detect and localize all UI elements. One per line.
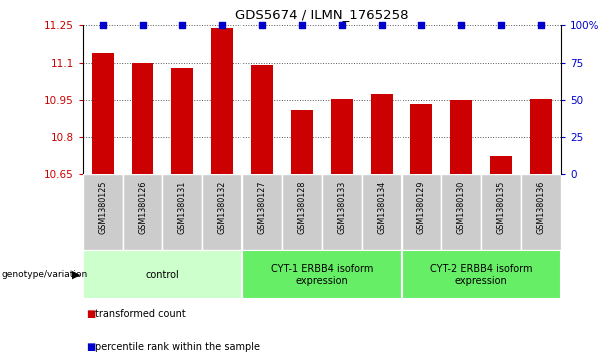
Text: GSM1380129: GSM1380129 — [417, 180, 426, 234]
Bar — [402, 250, 561, 299]
Bar — [172, 68, 193, 174]
Bar — [291, 110, 313, 174]
Bar — [521, 174, 561, 250]
Bar — [331, 99, 352, 174]
Bar — [530, 99, 552, 174]
Text: ▶: ▶ — [72, 270, 81, 280]
Point — [98, 23, 108, 28]
Point — [257, 23, 267, 28]
Text: GSM1380126: GSM1380126 — [138, 180, 147, 234]
Point — [297, 23, 307, 28]
Text: GSM1380127: GSM1380127 — [257, 180, 267, 234]
Text: ■: ■ — [86, 309, 95, 319]
Bar — [162, 174, 202, 250]
Text: GSM1380130: GSM1380130 — [457, 180, 466, 233]
Text: GSM1380132: GSM1380132 — [218, 180, 227, 234]
Text: control: control — [145, 270, 180, 280]
Bar — [242, 174, 282, 250]
Bar — [211, 28, 233, 174]
Bar — [362, 174, 402, 250]
Point — [337, 23, 347, 28]
Bar — [242, 250, 402, 299]
Bar — [83, 250, 242, 299]
Text: GSM1380131: GSM1380131 — [178, 180, 187, 233]
Bar — [123, 174, 162, 250]
Text: genotype/variation: genotype/variation — [1, 270, 88, 280]
Bar — [451, 100, 472, 174]
Bar — [92, 53, 113, 174]
Text: GSM1380136: GSM1380136 — [536, 180, 546, 233]
Point — [497, 23, 506, 28]
Point — [376, 23, 386, 28]
Text: CYT-1 ERBB4 isoform
expression: CYT-1 ERBB4 isoform expression — [270, 264, 373, 286]
Point — [137, 23, 148, 28]
Point — [417, 23, 427, 28]
Bar — [402, 174, 441, 250]
Point — [536, 23, 546, 28]
Text: transformed count: transformed count — [95, 309, 186, 319]
Bar — [83, 174, 123, 250]
Text: GSM1380128: GSM1380128 — [297, 180, 306, 234]
Bar — [441, 174, 481, 250]
Bar — [251, 65, 273, 174]
Text: GSM1380125: GSM1380125 — [98, 180, 107, 234]
Bar — [322, 174, 362, 250]
Point — [218, 23, 227, 28]
Text: ■: ■ — [86, 342, 95, 352]
Bar — [371, 94, 392, 174]
Text: percentile rank within the sample: percentile rank within the sample — [95, 342, 260, 352]
Text: GSM1380133: GSM1380133 — [337, 180, 346, 233]
Bar — [202, 174, 242, 250]
Bar — [411, 103, 432, 174]
Bar — [481, 174, 521, 250]
Bar — [282, 174, 322, 250]
Text: GSM1380134: GSM1380134 — [377, 180, 386, 233]
Bar — [132, 62, 153, 174]
Title: GDS5674 / ILMN_1765258: GDS5674 / ILMN_1765258 — [235, 8, 409, 21]
Bar — [490, 156, 512, 174]
Point — [178, 23, 188, 28]
Text: GSM1380135: GSM1380135 — [497, 180, 506, 234]
Text: CYT-2 ERBB4 isoform
expression: CYT-2 ERBB4 isoform expression — [430, 264, 533, 286]
Point — [456, 23, 466, 28]
